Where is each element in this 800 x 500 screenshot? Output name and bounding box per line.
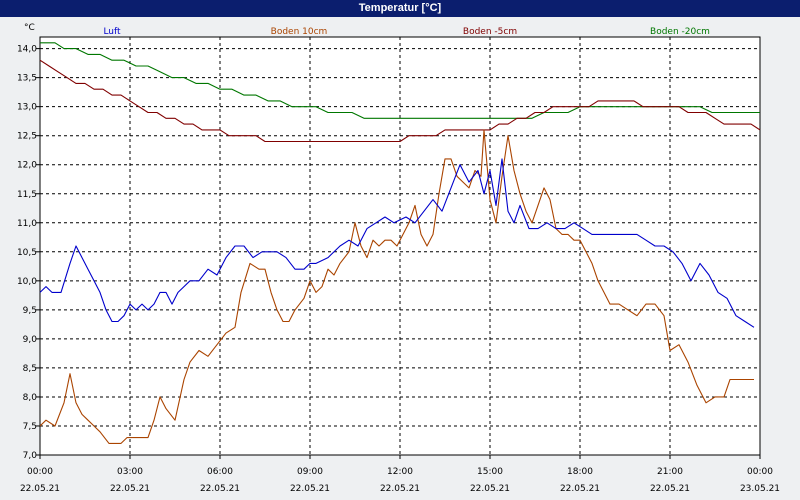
y-axis-label: °C bbox=[24, 23, 35, 33]
x-tick-time-label: 06:00 bbox=[207, 467, 233, 477]
y-tick-label: 7,0 bbox=[23, 451, 38, 461]
y-tick-label: 9,0 bbox=[23, 335, 38, 345]
x-tick-time-label: 03:00 bbox=[117, 467, 143, 477]
x-tick-date-label: 22.05.21 bbox=[20, 484, 60, 494]
y-tick-label: 8,5 bbox=[23, 364, 37, 374]
y-tick-label: 12,5 bbox=[17, 132, 37, 142]
y-tick-label: 8,0 bbox=[23, 393, 38, 403]
series-line bbox=[39, 129, 754, 444]
x-tick-date-label: 22.05.21 bbox=[380, 484, 420, 494]
y-tick-label: 12,0 bbox=[17, 161, 37, 171]
temperature-chart: 7,0 7,5 8,0 8,5 9,0 9,5 10,0 10,5 11,0 11,5 12,0 12… bbox=[17, 23, 780, 494]
y-tick-label: 9,5 bbox=[23, 306, 37, 316]
legend-entry: Boden 10cm bbox=[271, 27, 328, 37]
legend-entry: Luft bbox=[103, 27, 121, 37]
x-tick-time-label: 00:00 bbox=[747, 467, 773, 477]
x-tick-date-label: 22.05.21 bbox=[110, 484, 150, 494]
y-tick-label: 13,5 bbox=[17, 74, 37, 84]
x-tick-time-label: 12:00 bbox=[387, 467, 413, 477]
x-tick-date-label: 22.05.21 bbox=[290, 484, 330, 494]
x-tick-time-label: 09:00 bbox=[297, 467, 323, 477]
y-tick-label: 13,0 bbox=[17, 103, 37, 113]
y-tick-label: 10,0 bbox=[17, 277, 37, 287]
x-tick-time-label: 21:00 bbox=[657, 467, 683, 477]
x-tick-time-label: 15:00 bbox=[477, 467, 503, 477]
x-tick-date-label: 22.05.21 bbox=[650, 484, 690, 494]
x-tick-date-label: 22.05.21 bbox=[200, 484, 240, 494]
series-line bbox=[39, 59, 761, 143]
series-lines bbox=[39, 42, 761, 444]
x-tick-date-label: 22.05.21 bbox=[470, 484, 510, 494]
chart-title: Temperatur [°C] bbox=[358, 2, 442, 14]
y-axis-ticks: 7,0 7,5 8,0 8,5 9,0 9,5 10,0 10,5 11,0 11,5 12,0 12… bbox=[17, 45, 40, 461]
x-tick-date-label: 22.05.21 bbox=[560, 484, 600, 494]
title-bar bbox=[0, 0, 800, 17]
y-tick-label: 7,5 bbox=[23, 422, 37, 432]
legend-entry: Boden -5cm bbox=[463, 27, 517, 37]
x-tick-time-label: 00:00 bbox=[27, 467, 53, 477]
grid-lines bbox=[40, 37, 760, 456]
x-tick-time-label: 18:00 bbox=[567, 467, 593, 477]
legend: Luft Boden 10cm Boden -5cm Boden -20cm bbox=[103, 27, 710, 37]
y-tick-label: 10,5 bbox=[17, 248, 37, 258]
series-line bbox=[40, 42, 760, 119]
y-tick-label: 11,5 bbox=[17, 190, 37, 200]
x-axis-ticks: 00:00 22.05.21 03:00 22.05.21 06:00 22.05.21 0… bbox=[20, 455, 780, 494]
y-tick-label: 14,0 bbox=[17, 45, 37, 55]
legend-entry: Boden -20cm bbox=[650, 27, 710, 37]
x-tick-date-label: 23.05.21 bbox=[740, 484, 780, 494]
y-tick-label: 11,0 bbox=[17, 219, 37, 229]
series-line bbox=[39, 158, 755, 328]
